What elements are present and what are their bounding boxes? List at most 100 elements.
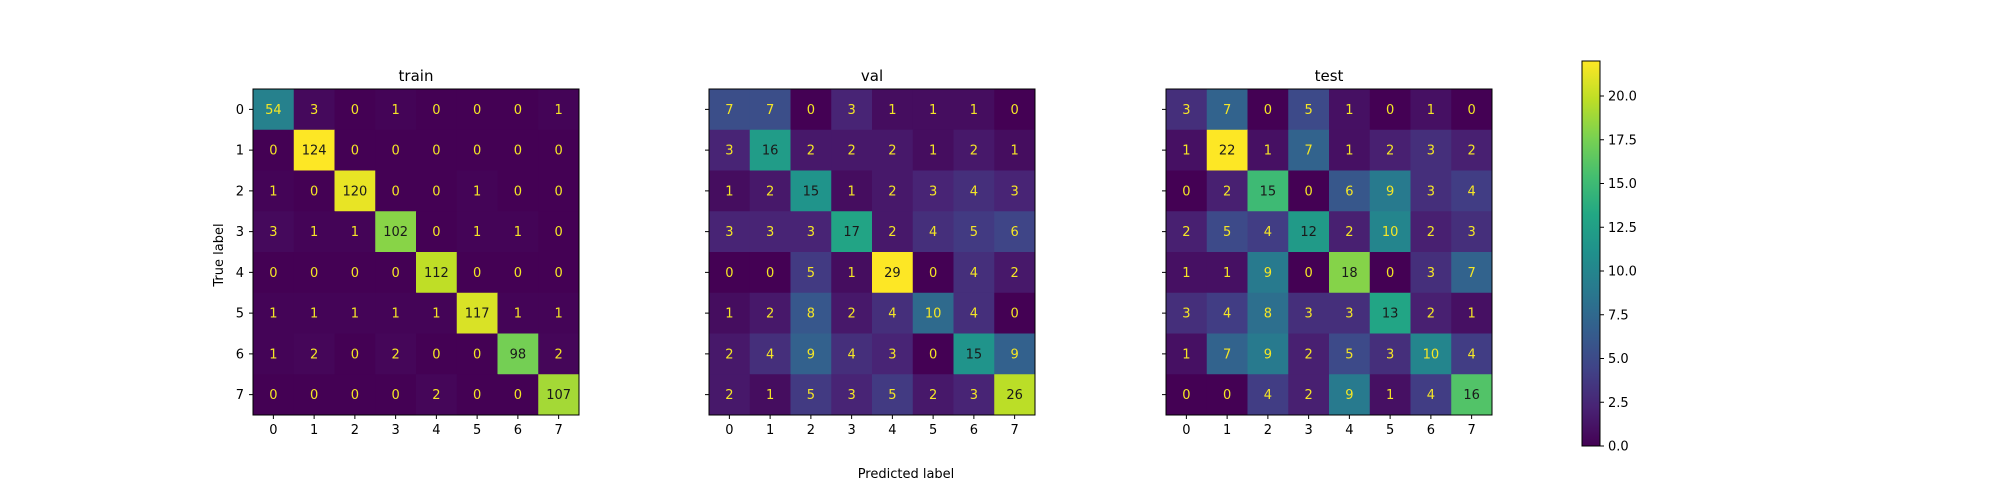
cell-value-label: 0 [1467,103,1475,118]
panel-title: val [861,67,883,85]
cell-value-label: 0 [391,266,399,281]
matrix-cell [497,333,539,375]
matrix-cell [375,252,417,294]
cell-value-label: 0 [554,144,562,159]
matrix-cell [1288,170,1330,212]
matrix-cell [1247,292,1289,334]
matrix-cell [1166,129,1208,171]
cell-value-label: 0 [1386,103,1394,118]
cell-value-label: 1 [554,103,562,118]
cell-value-label: 0 [269,266,277,281]
matrix-cell [1451,333,1493,375]
matrix-cell [790,374,832,416]
cell-value-label: 1 [1386,388,1394,403]
matrix-cell [1206,89,1248,131]
panel-title: train [399,67,434,85]
x-tick-label: 6 [1427,423,1435,438]
matrix-cell [1329,292,1371,334]
x-tick-label: 3 [847,423,855,438]
matrix-cell [953,374,995,416]
cell-value-label: 17 [843,225,860,240]
matrix-cell [1451,129,1493,171]
matrix-cell [831,333,873,375]
cell-value-label: 4 [766,347,774,362]
cell-value-label: 0 [1304,266,1312,281]
matrix-cell [1247,170,1289,212]
cell-value-label: 124 [302,144,327,159]
cell-value-label: 2 [929,388,937,403]
cell-value-label: 0 [1182,184,1190,199]
cell-value-label: 2 [766,307,774,322]
matrix-cell [953,333,995,375]
matrix-cell [538,129,580,171]
cell-value-label: 0 [473,144,481,159]
cell-value-label: 2 [310,347,318,362]
matrix-cell [953,211,995,253]
matrix-cell [456,252,498,294]
cell-value-label: 2 [1427,225,1435,240]
matrix-cell [253,170,295,212]
cell-value-label: 2 [391,347,399,362]
x-tick-label: 0 [725,423,733,438]
cell-value-label: 7 [1223,347,1231,362]
cell-value-label: 4 [929,225,937,240]
x-tick-label: 7 [1467,423,1475,438]
cell-value-label: 0 [766,266,774,281]
cell-value-label: 4 [1467,184,1475,199]
matrix-cell [1451,292,1493,334]
matrix-cell [912,89,954,131]
cell-value-label: 1 [1264,144,1272,159]
cell-value-label: 15 [803,184,820,199]
x-tick-label: 2 [807,423,815,438]
matrix-cell [1451,89,1493,131]
matrix-cell [709,374,751,416]
matrix-cell [456,374,498,416]
matrix-cell [1410,333,1452,375]
matrix-cell [749,333,791,375]
matrix-cell [1329,129,1371,171]
matrix-cell [538,170,580,212]
cell-value-label: 0 [514,103,522,118]
axes-frame [708,88,1036,416]
cell-value-label: 4 [1223,307,1231,322]
matrix-cell [416,374,458,416]
cell-value-label: 1 [269,307,277,322]
cell-value-label: 0 [1264,103,1272,118]
cell-value-label: 5 [970,225,978,240]
cell-value-label: 2 [1304,347,1312,362]
matrix-cell [1288,211,1330,253]
cell-value-label: 10 [925,307,942,322]
cell-value-label: 1 [269,347,277,362]
x-tick-label: 2 [351,423,359,438]
cell-value-label: 3 [807,225,815,240]
matrix-cell [253,252,295,294]
cell-value-label: 1 [432,307,440,322]
matrix-cell [1329,252,1371,294]
matrix-cell [912,252,954,294]
matrix-cell [375,170,417,212]
colorbar-tick-label: 20.0 [1608,90,1637,105]
cell-value-label: 1 [473,225,481,240]
x-tick-label: 7 [554,423,562,438]
matrix-cell [293,252,335,294]
cell-value-label: 1 [514,307,522,322]
matrix-cell [1451,374,1493,416]
matrix-cell [790,129,832,171]
matrix-cell [912,374,954,416]
cell-value-label: 1 [766,388,774,403]
matrix-cell [872,129,914,171]
cell-value-label: 1 [473,184,481,199]
matrix-cell [497,374,539,416]
cell-value-label: 2 [1223,184,1231,199]
matrix-cell [293,211,335,253]
matrix-cell [994,170,1036,212]
cell-value-label: 0 [310,184,318,199]
matrix-cell [334,292,376,334]
matrix-cell [497,89,539,131]
cell-value-label: 0 [1182,388,1190,403]
cell-value-label: 54 [265,103,282,118]
cell-value-label: 1 [929,144,937,159]
matrix-cell [375,211,417,253]
matrix-cell [1410,89,1452,131]
